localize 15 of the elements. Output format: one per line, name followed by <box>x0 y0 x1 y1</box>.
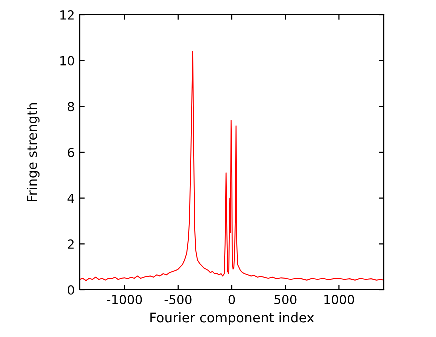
x-tick-label: 0 <box>228 295 236 305</box>
y-tick-label: 8 <box>68 102 74 112</box>
x-tick-label: -1000 <box>107 295 142 305</box>
y-tick-label: 10 <box>60 56 74 66</box>
y-tick-label: 4 <box>68 194 74 204</box>
y-axis-title: Fringe strength <box>27 103 40 202</box>
y-tick-label: 2 <box>68 240 74 249</box>
y-tick-label: 0 <box>68 285 74 295</box>
x-tick-label: -500 <box>164 295 192 305</box>
x-axis-title: Fourier component index <box>150 312 314 326</box>
y-tick-label: 6 <box>68 148 74 158</box>
y-tick-label: 12 <box>60 10 74 20</box>
x-tick-label: 500 <box>274 295 297 305</box>
line-series <box>80 51 384 282</box>
x-tick-label: 1000 <box>324 295 354 305</box>
